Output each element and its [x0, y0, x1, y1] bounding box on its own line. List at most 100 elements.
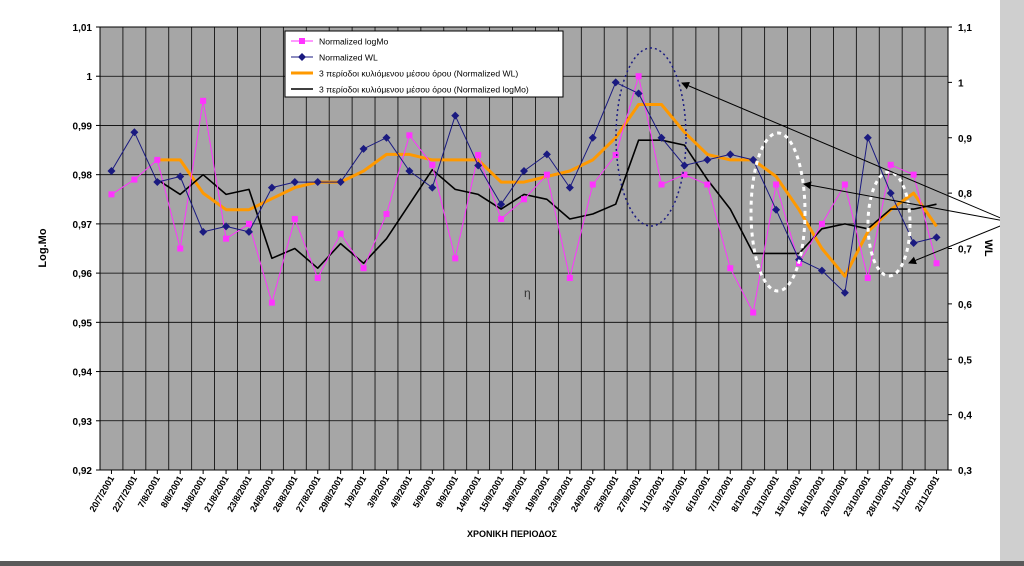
data-point-diamond: [680, 161, 689, 170]
data-point-diamond: [153, 178, 162, 187]
legend-label: Normalized WL: [319, 53, 378, 63]
legend: Normalized logMo Normalized WL 3 περίοδοι …: [284, 30, 564, 98]
right-axis-ticks: 0,3 0,4 0,5 0,6 0,7 0,8 0,9 1 1,1: [948, 23, 972, 477]
left-tick-label: 0,95: [73, 318, 93, 329]
data-point-diamond: [405, 166, 414, 175]
annotation-eta: η: [524, 286, 531, 300]
data-point-square: [268, 299, 275, 306]
data-point-diamond: [772, 205, 781, 214]
data-point-square: [154, 156, 161, 163]
left-tick-label: 0,96: [73, 269, 93, 280]
chart-svg: 0,92 0,93 0,94 0,95 0,96 0,97 0,98 0,99 1 1,01 0,…: [37, 23, 1011, 539]
data-point-diamond: [244, 227, 253, 236]
data-point-square: [750, 309, 757, 316]
right-tick-label: 0,6: [958, 300, 972, 311]
data-point-square: [910, 171, 917, 178]
data-point-square: [383, 211, 390, 218]
data-point-square: [589, 181, 596, 188]
legend-item-4: 3 περίοδοι κυλιόμενου μέσου όρου (Normal…: [291, 85, 529, 95]
legend-item-2: Normalized WL: [291, 53, 378, 63]
left-tick-label: 0,99: [73, 121, 93, 132]
data-point-diamond: [726, 150, 735, 159]
data-point-square: [543, 171, 550, 178]
data-point-square: [429, 161, 436, 168]
x-axis-label: ΧΡΟΝΙΚΗ ΠΕΡΙΟΔΟΣ: [467, 529, 557, 539]
data-point-square: [658, 181, 665, 188]
left-tick-label: 0,94: [73, 368, 93, 379]
data-point-square: [612, 151, 619, 158]
legend-label: 3 περίοδοι κυλιόμενου μέσου όρου (Normal…: [319, 69, 518, 79]
highlight-ellipse-white: [749, 131, 807, 293]
legend-label: Normalized logMo: [319, 37, 388, 47]
data-point-square: [887, 161, 894, 168]
annotation-arrows: [681, 82, 1011, 265]
data-point-diamond: [267, 183, 276, 192]
data-point-square: [818, 220, 825, 227]
data-point-square: [360, 265, 367, 272]
left-tick-label: 0,93: [73, 417, 93, 428]
annotation-arrow: [681, 82, 1011, 223]
data-point-diamond: [359, 144, 368, 153]
right-tick-label: 0,9: [958, 134, 972, 145]
series-4: [156, 139, 937, 269]
data-point-square: [521, 196, 527, 203]
data-point-diamond: [313, 178, 322, 187]
right-tick-label: 1,1: [958, 23, 972, 34]
data-point-square: [773, 181, 780, 188]
left-tick-label: 0,98: [73, 171, 93, 182]
right-tick-label: 0,4: [958, 411, 972, 422]
data-point-diamond: [290, 178, 299, 187]
data-point-diamond: [886, 189, 895, 198]
y-axis-label-right: WL: [982, 239, 994, 256]
legend-label: 3 περίοδοι κυλιόμενου μέσου όρου (Normal…: [319, 85, 529, 95]
data-point-diamond: [932, 233, 941, 242]
data-point-square: [200, 97, 207, 104]
side-strip: [1000, 0, 1024, 561]
data-point-diamond: [657, 133, 666, 142]
right-tick-label: 0,8: [958, 189, 972, 200]
legend-item-3: 3 περίοδοι κυλιόμενου μέσου όρου (Normal…: [291, 69, 518, 79]
grid-lines: [99, 26, 949, 471]
right-tick-label: 0,7: [958, 245, 972, 256]
data-point-diamond: [520, 166, 528, 175]
left-tick-label: 1,01: [73, 23, 93, 34]
data-point-square: [314, 275, 321, 282]
data-point-diamond: [222, 222, 231, 231]
highlight-ellipse-dotted: [615, 47, 687, 227]
right-tick-label: 0,3: [958, 466, 972, 477]
data-point-diamond: [909, 238, 918, 247]
annotation-arrow: [803, 181, 1011, 223]
series-2: [107, 78, 941, 297]
left-axis-ticks: 0,92 0,93 0,94 0,95 0,96 0,97 0,98 0,99 1 1,01: [73, 23, 100, 477]
data-point-square: [406, 132, 413, 139]
data-point-square: [131, 176, 138, 183]
data-point-square: [864, 275, 871, 282]
data-point-diamond: [840, 288, 849, 297]
x-axis-ticks: 20/7/200122/7/20017/8/20018/8/200118/8/2…: [88, 470, 941, 518]
data-point-diamond: [474, 161, 483, 170]
data-point-square: [933, 260, 940, 267]
data-point-diamond: [703, 155, 712, 164]
data-point-square: [475, 151, 482, 158]
data-point-diamond: [428, 183, 437, 192]
left-tick-label: 0,97: [73, 220, 93, 231]
data-point-square: [337, 230, 344, 237]
legend-swatch-marker: [298, 53, 306, 61]
highlight-ellipses: [615, 47, 912, 293]
data-point-square: [681, 171, 688, 178]
data-point-diamond: [565, 183, 574, 192]
data-point-diamond: [611, 78, 620, 87]
data-point-diamond: [817, 266, 826, 275]
legend-item-1: Normalized logMo: [291, 37, 388, 47]
data-point-diamond: [336, 178, 345, 187]
data-point-diamond: [176, 172, 185, 181]
data-point-diamond: [863, 133, 872, 142]
data-point-square: [108, 191, 115, 198]
data-point-diamond: [451, 111, 460, 120]
data-point-diamond: [795, 255, 804, 264]
right-tick-label: 0,5: [958, 355, 972, 366]
data-point-diamond: [130, 128, 139, 137]
data-point-diamond: [542, 150, 551, 159]
plot-background: [99, 26, 949, 471]
